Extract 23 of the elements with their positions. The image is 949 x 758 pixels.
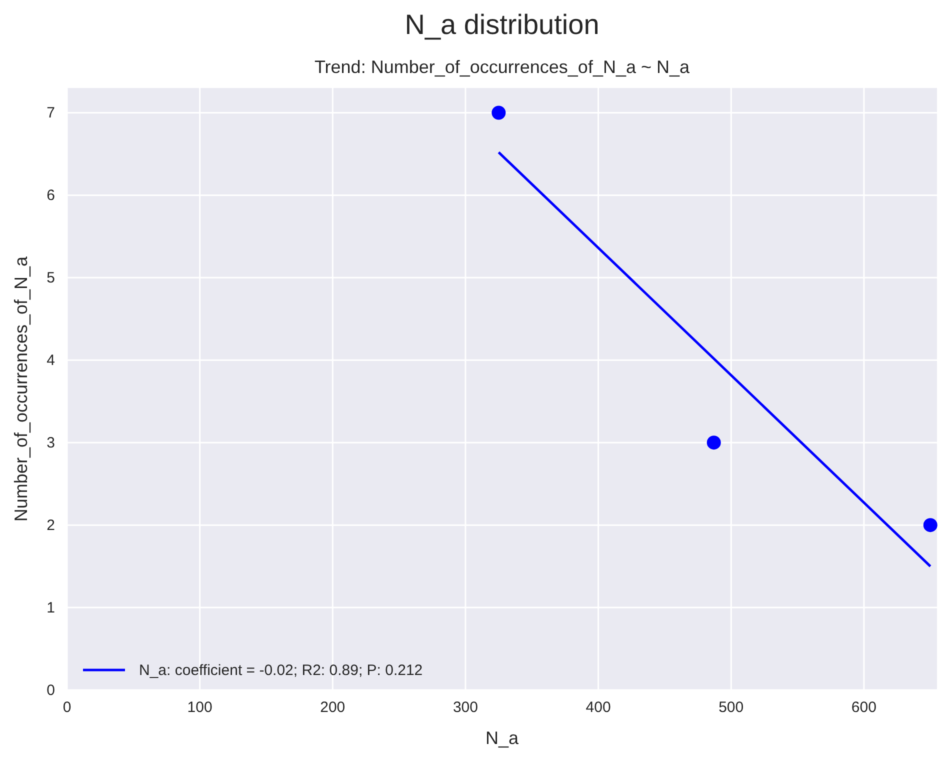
y-tick-label: 3 — [46, 434, 55, 452]
y-tick-label: 2 — [46, 517, 55, 534]
y-tick-label: 1 — [46, 600, 55, 617]
x-tick-label: 600 — [851, 699, 876, 716]
point — [492, 106, 506, 120]
chart-subtitle: Trend: Number_of_occurrences_of_N_a ~ N_a — [314, 57, 691, 77]
legend-label: N_a: coefficient = -0.02; R2: 0.89; P: 0.212 — [139, 662, 423, 679]
point — [923, 518, 938, 532]
y-tick-label: 7 — [46, 104, 55, 122]
x-tick-label: 200 — [320, 699, 346, 716]
chart-title: N_a distribution — [404, 9, 600, 40]
x-tick-label: 100 — [187, 699, 212, 716]
x-axis-title: N_a — [485, 728, 520, 748]
y-axis-title: Number_of_occurrences_of_N_a — [11, 255, 31, 522]
y-tick-label: 4 — [46, 352, 55, 370]
x-tick-label: 500 — [718, 699, 744, 716]
y-tick-label: 0 — [46, 682, 55, 699]
x-tick-label: 300 — [452, 699, 478, 716]
y-tick-label: 6 — [46, 187, 55, 204]
point — [706, 436, 721, 450]
x-tick-label: 400 — [586, 699, 611, 716]
y-tick-label: 5 — [46, 270, 55, 287]
x-tick-label: 0 — [62, 699, 72, 716]
